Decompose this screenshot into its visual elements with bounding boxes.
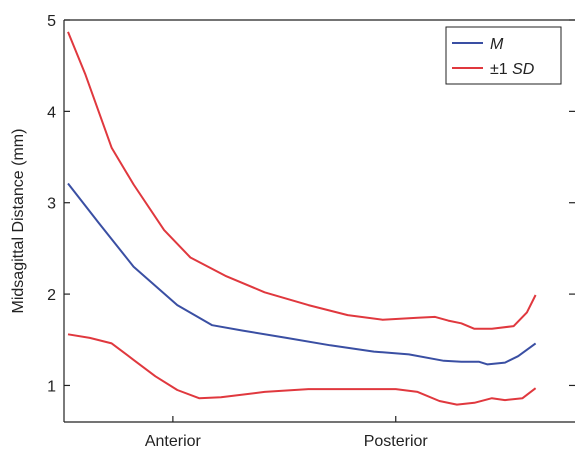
y-tick-label: 5 — [47, 13, 56, 30]
legend-label-sd-text: SD — [512, 61, 535, 78]
series-layer — [67, 31, 537, 406]
y-tick-label: 3 — [47, 196, 56, 213]
plot-frame — [63, 19, 575, 423]
series-line — [67, 182, 537, 366]
legend-label-sd-prefix: ±1 — [490, 61, 512, 78]
legend-label-mean: M — [490, 36, 504, 53]
legend-box — [445, 26, 562, 85]
legend-entry-mean: M — [452, 36, 504, 53]
x-tick-label: Anterior — [145, 433, 202, 450]
legend-label-sd: ±1 SD — [490, 61, 535, 78]
series-line — [67, 333, 537, 406]
x-axis-ticks: Anterior Posterior — [145, 416, 429, 450]
y-tick-label: 2 — [47, 287, 56, 304]
legend: M ±1 SD — [445, 26, 562, 85]
x-tick-label: Posterior — [364, 433, 429, 450]
y-tick-label: 4 — [47, 104, 56, 121]
y-axis-label: Midsagittal Distance (mm) — [10, 129, 27, 314]
y-axis-ticks: 1 2 3 4 5 — [47, 13, 575, 395]
y-tick-label: 1 — [47, 378, 56, 395]
legend-entry-sd: ±1 SD — [452, 61, 535, 78]
series-line — [67, 31, 537, 330]
